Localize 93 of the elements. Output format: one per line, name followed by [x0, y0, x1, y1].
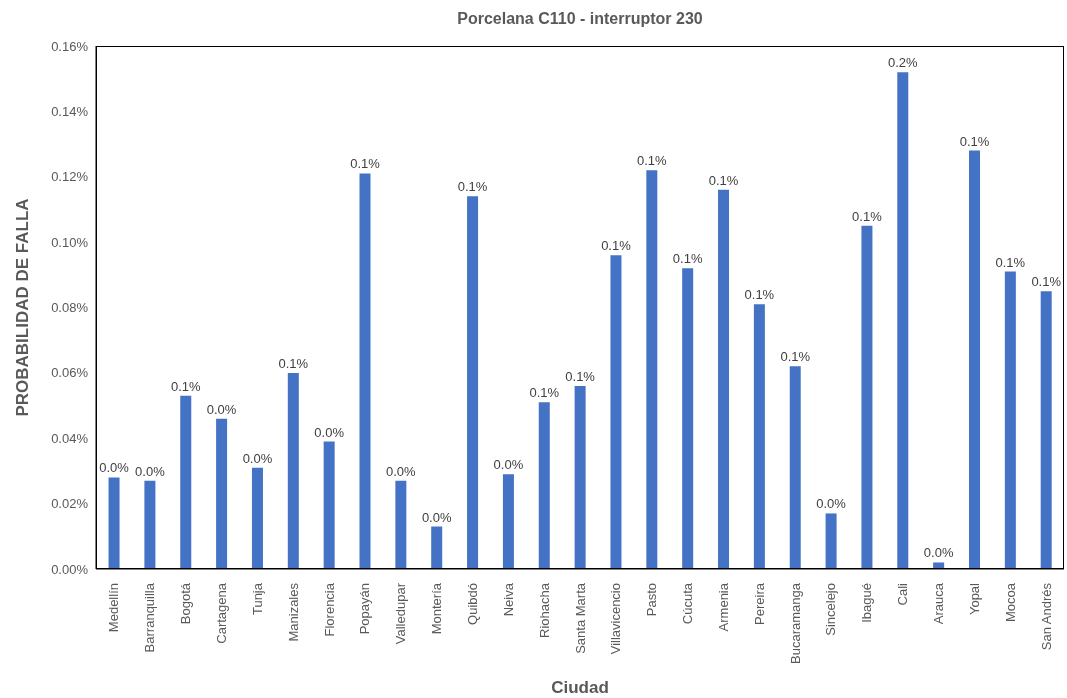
bar [825, 513, 837, 569]
y-tick-label: 0.06% [51, 365, 89, 381]
bar [861, 225, 873, 569]
bar [431, 526, 443, 569]
x-tick-label: Mocoa [1002, 582, 1018, 623]
x-tick-label: Florencia [321, 582, 337, 637]
bar [1004, 271, 1016, 569]
x-tick-label: Santa Marta [572, 582, 588, 654]
data-label: 0.1% [601, 238, 632, 254]
bar [251, 467, 263, 569]
data-label: 0.1% [1031, 274, 1062, 290]
y-tick-label: 0.16% [51, 38, 89, 54]
bar [108, 477, 120, 569]
x-tick-label: Cartagena [213, 582, 229, 644]
x-tick-label: Ibagué [859, 583, 875, 623]
bar [933, 562, 945, 569]
y-axis-title: PROBABILIDAD DE FALLA [13, 198, 33, 417]
y-tick-label: 0.10% [51, 234, 89, 250]
bar [323, 441, 335, 569]
x-tick-label: Tunja [249, 582, 265, 616]
data-label: 0.1% [529, 385, 560, 401]
bar [216, 418, 228, 569]
x-tick-label: Arauca [931, 582, 947, 625]
x-tick-label: Montería [429, 582, 445, 635]
x-tick-label: Cali [895, 582, 911, 606]
x-tick-label: Yopal [966, 582, 982, 616]
bar [1040, 291, 1052, 569]
data-label: 0.1% [708, 172, 739, 188]
data-label: 0.1% [350, 156, 381, 172]
x-tick-label: Bucaramanga [787, 582, 803, 664]
data-label: 0.1% [959, 133, 990, 149]
data-label: 0.1% [170, 378, 201, 394]
bar [287, 372, 299, 569]
x-tick-label: Popayán [357, 583, 373, 635]
bar [144, 480, 156, 569]
y-tick-label: 0.00% [51, 561, 89, 577]
x-tick-label: Armenia [715, 582, 731, 632]
x-tick-label: Villavicencio [608, 583, 624, 655]
data-label: 0.1% [995, 254, 1026, 270]
x-tick-label: Sincelejo [823, 583, 839, 636]
bar [610, 255, 622, 569]
data-label: 0.1% [780, 349, 811, 365]
data-label: 0.1% [278, 355, 309, 371]
y-tick-label: 0.04% [51, 430, 89, 446]
data-label: 0.1% [672, 251, 703, 267]
x-tick-label: Manizales [285, 582, 301, 642]
data-label: 0.0% [135, 463, 166, 479]
data-label: 0.2% [887, 55, 919, 71]
x-tick-label: Quibdó [464, 583, 480, 625]
x-tick-label: Pereira [751, 582, 767, 625]
bar [359, 173, 371, 569]
bar [718, 189, 730, 569]
bar [789, 366, 801, 569]
x-tick-label: Cúcuta [680, 582, 696, 625]
x-tick-label: San Andrés [1038, 582, 1054, 651]
data-label: 0.0% [314, 424, 345, 440]
y-tick-label: 0.08% [51, 300, 89, 316]
x-tick-label: Valledupar [393, 582, 409, 645]
data-label: 0.0% [242, 450, 273, 466]
data-label: 0.1% [565, 368, 596, 384]
data-label: 0.0% [99, 460, 130, 476]
data-label: 0.0% [206, 401, 237, 417]
bar [968, 150, 980, 569]
data-label: 0.0% [923, 545, 954, 561]
x-tick-label: Bogotá [178, 582, 194, 625]
data-label: 0.0% [493, 457, 524, 473]
bar [753, 304, 765, 569]
data-label: 0.1% [744, 287, 775, 303]
x-tick-label: Neiva [500, 582, 516, 617]
y-tick-label: 0.14% [51, 103, 89, 119]
bar [646, 170, 658, 569]
data-label: 0.1% [852, 208, 883, 224]
bar [538, 402, 550, 569]
bar [395, 480, 407, 569]
bar [502, 474, 514, 569]
x-tick-label: Medellín [106, 583, 122, 633]
data-label: 0.1% [457, 179, 488, 195]
x-tick-label: Riohacha [536, 582, 552, 638]
bar [180, 395, 192, 569]
x-tick-label: Barranquilla [142, 582, 158, 653]
x-tick-label: Pasto [644, 583, 660, 617]
data-label: 0.1% [637, 153, 668, 169]
bar [897, 72, 909, 569]
chart-title: Porcelana C110 - interruptor 230 [456, 10, 704, 28]
bar [682, 268, 694, 569]
x-axis-title: Ciudad [551, 678, 609, 697]
data-label: 0.0% [816, 496, 847, 512]
bar [574, 385, 586, 569]
y-tick-label: 0.12% [51, 169, 89, 185]
bar [467, 196, 479, 569]
data-label: 0.0% [386, 463, 417, 479]
y-tick-label: 0.02% [51, 496, 89, 512]
data-label: 0.0% [421, 509, 452, 525]
